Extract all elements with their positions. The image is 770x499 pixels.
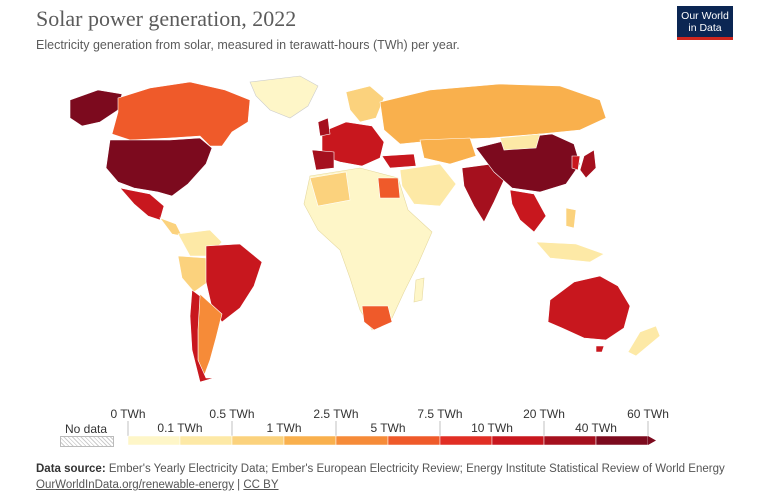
legend-swatch[interactable]	[335, 435, 389, 446]
legend-upper-label: 7.5 TWh	[417, 407, 462, 421]
legend-swatch[interactable]	[283, 435, 337, 446]
legend-swatch[interactable]	[491, 435, 545, 446]
data-source-label: Data source:	[36, 463, 106, 475]
map-region-tasmania[interactable]	[595, 345, 605, 353]
map-region-egypt[interactable]	[377, 177, 401, 199]
map-region-peru-bolivia[interactable]	[177, 255, 209, 293]
map-region-mongolia[interactable]	[499, 133, 541, 151]
source-link[interactable]: OurWorldInData.org/renewable-energy	[36, 479, 234, 491]
legend-swatch[interactable]	[179, 435, 233, 446]
map-region-alaska[interactable]	[69, 89, 123, 127]
license-link[interactable]: CC BY	[243, 479, 279, 491]
legend-lower-label: 0.1 TWh	[157, 421, 202, 435]
map-region-brazil[interactable]	[205, 243, 263, 323]
map-region-indonesia[interactable]	[535, 241, 605, 263]
map-region-central-america[interactable]	[159, 217, 183, 237]
map-region-japan[interactable]	[579, 149, 597, 179]
world-map[interactable]	[0, 60, 770, 400]
legend: 0 TWh 0.5 TWh 2.5 TWh 7.5 TWh 20 TWh 60 TWh 0…	[110, 407, 669, 446]
legend-upper-label: 0.5 TWh	[209, 407, 254, 421]
legend-upper-label: 0 TWh	[110, 407, 145, 421]
legend-lower-label: 40 TWh	[575, 421, 617, 435]
no-data-label: No data	[64, 422, 108, 436]
map-region-scandinavia[interactable]	[345, 85, 385, 123]
map-region-philippines[interactable]	[565, 207, 577, 229]
map-region-new-zealand[interactable]	[627, 325, 661, 357]
map-region-uk[interactable]	[317, 117, 331, 137]
footer-links: OurWorldInData.org/renewable-energy | CC…	[36, 479, 279, 491]
logo-line-2: in Data	[688, 22, 722, 34]
map-region-africa[interactable]	[303, 167, 433, 331]
legend-swatch[interactable]	[127, 435, 181, 446]
map-region-south-africa[interactable]	[361, 305, 393, 331]
map-region-greenland[interactable]	[249, 75, 319, 119]
map-region-chile[interactable]	[189, 289, 215, 383]
legend-swatch[interactable]	[543, 435, 597, 446]
map-region-southeast-asia[interactable]	[509, 189, 547, 233]
legend-lower-label: 10 TWh	[471, 421, 513, 435]
legend-swatch[interactable]	[595, 435, 649, 446]
chart-subtitle: Electricity generation from solar, measu…	[36, 38, 460, 52]
map-region-korea[interactable]	[571, 155, 581, 171]
legend-lower-label: 1 TWh	[266, 421, 301, 435]
map-region-turkey[interactable]	[381, 153, 417, 169]
data-source: Data source: Ember's Yearly Electricity …	[36, 463, 725, 475]
map-region-madagascar[interactable]	[413, 277, 425, 303]
legend-upper-label: 60 TWh	[627, 407, 669, 421]
legend-swatch[interactable]	[387, 435, 441, 446]
legend-upper-label: 2.5 TWh	[313, 407, 358, 421]
map-region-canada[interactable]	[111, 81, 251, 147]
legend-lower-label: 5 TWh	[370, 421, 405, 435]
map-region-mexico[interactable]	[119, 187, 165, 221]
no-data-swatch	[60, 436, 114, 447]
map-region-middle-east[interactable]	[399, 163, 457, 207]
legend-arrow-tip	[648, 436, 656, 445]
map-region-australia[interactable]	[547, 275, 631, 341]
logo-line-1: Our World	[681, 10, 729, 22]
link-separator: |	[237, 479, 241, 491]
map-region-north-africa[interactable]	[309, 171, 351, 207]
chart-title: Solar power generation, 2022	[36, 6, 297, 31]
owid-logo[interactable]: Our World in Data	[677, 6, 733, 40]
map-region-usa[interactable]	[105, 137, 213, 197]
map-region-spain[interactable]	[311, 149, 335, 171]
map-region-kazakhstan[interactable]	[419, 137, 477, 165]
legend-swatch[interactable]	[439, 435, 493, 446]
legend-swatch[interactable]	[231, 435, 285, 446]
legend-upper-label: 20 TWh	[523, 407, 565, 421]
data-source-text: Ember's Yearly Electricity Data; Ember's…	[108, 463, 725, 475]
map-region-russia[interactable]	[379, 83, 607, 145]
